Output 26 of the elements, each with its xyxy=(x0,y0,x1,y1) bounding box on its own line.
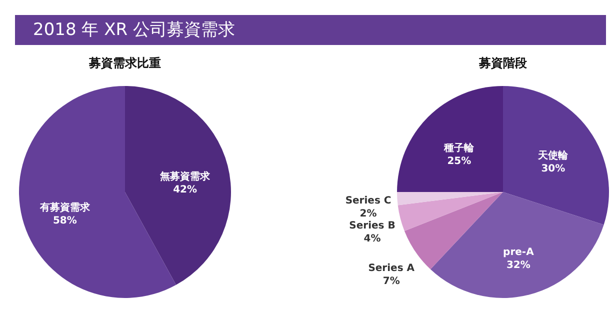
chart-title: 2018 年 XR 公司募資需求 xyxy=(15,15,606,45)
slice-label: 無募資需求 xyxy=(159,170,212,183)
data-label: 2% xyxy=(360,208,377,220)
slice-label: 種子輪 xyxy=(443,142,476,154)
slice-label: Series C xyxy=(345,195,392,206)
data-label: 32% xyxy=(506,260,530,272)
slice-label: Series B xyxy=(349,220,396,232)
pie-slice xyxy=(430,192,604,298)
data-label: 4% xyxy=(364,234,381,245)
pie-slice xyxy=(503,86,609,225)
chart-subtitle: 募資需求比重 xyxy=(88,56,161,70)
pie-slice xyxy=(125,86,231,285)
data-label: 42% xyxy=(173,184,198,196)
slice-label: 有募資需求 xyxy=(38,201,91,214)
pie-slice xyxy=(404,192,503,270)
pie-slice xyxy=(397,86,503,192)
slice-label: 天使輪 xyxy=(537,150,570,162)
slice-label: pre-A xyxy=(503,247,534,258)
data-label: 25% xyxy=(447,156,472,168)
slice-label: Series A xyxy=(368,262,415,274)
pie-slice xyxy=(398,192,503,232)
chart-title: 募資階段 xyxy=(478,56,528,70)
pie-slice xyxy=(397,192,503,206)
data-label: 7% xyxy=(382,276,400,287)
data-label: 30% xyxy=(541,164,566,175)
data-label: 58% xyxy=(52,215,77,226)
